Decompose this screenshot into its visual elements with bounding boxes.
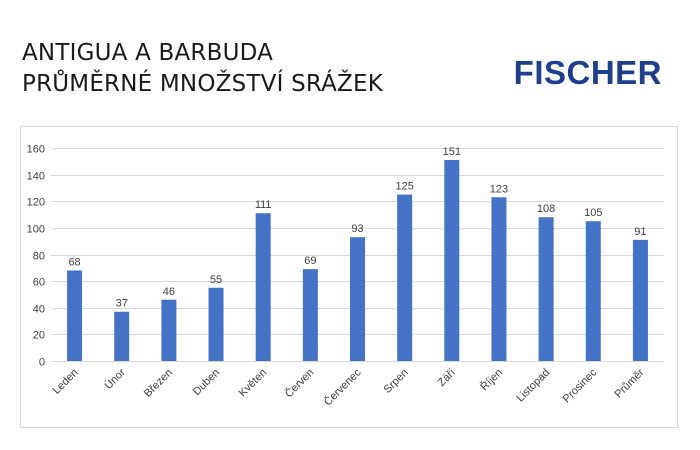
y-tick-label: 140 xyxy=(27,171,45,183)
x-tick-label: Říjen xyxy=(478,366,505,393)
y-tick-label: 120 xyxy=(27,197,45,209)
bar xyxy=(491,197,507,361)
x-tick-label: Leden xyxy=(51,367,81,397)
x-tick-label: Únor xyxy=(102,366,128,392)
data-label: 151 xyxy=(443,146,461,158)
data-label: 69 xyxy=(304,255,316,267)
x-tick-label: Duben xyxy=(191,367,222,398)
bar-chart: 0 20 40 60 80 100 120 140 160 68 Leden 37 Únor 46 Břez… xyxy=(27,144,664,409)
data-label: 91 xyxy=(634,226,646,238)
x-tick-label: Červen xyxy=(282,366,316,400)
y-tick-label: 0 xyxy=(39,357,45,369)
x-tick-label: Květen xyxy=(237,367,270,400)
bar xyxy=(538,217,554,361)
x-tick-label: Prosinec xyxy=(561,366,600,405)
y-tick-label: 100 xyxy=(27,224,45,236)
bar xyxy=(161,299,177,361)
bar xyxy=(114,311,130,361)
bar xyxy=(255,213,271,361)
y-tick-label: 20 xyxy=(33,330,45,342)
x-tick-label: Průměr xyxy=(613,366,647,400)
x-tick-label: Listopad xyxy=(514,367,552,405)
title-line-1: ANTIGUA A BARBUDA xyxy=(22,40,274,66)
y-tick-label: 160 xyxy=(27,144,45,156)
x-tick-label: Září xyxy=(436,367,458,389)
data-label: 37 xyxy=(116,298,128,310)
bar xyxy=(585,221,601,361)
x-tick-label: Srpen xyxy=(382,367,411,396)
data-label: 111 xyxy=(255,199,272,211)
bar xyxy=(350,237,365,361)
data-label: 108 xyxy=(537,203,555,215)
data-label: 93 xyxy=(351,223,363,235)
data-label: 123 xyxy=(490,183,508,195)
y-tick-label: 60 xyxy=(33,277,45,289)
x-tick-label: Červenec xyxy=(321,366,364,409)
y-tick-label: 40 xyxy=(33,304,45,316)
data-label: 105 xyxy=(584,207,602,219)
data-label: 125 xyxy=(395,181,413,193)
x-tick-label: Březen xyxy=(142,367,175,400)
data-label: 46 xyxy=(163,286,175,298)
y-tick-label: 80 xyxy=(33,251,45,263)
bar xyxy=(632,239,648,361)
bar xyxy=(444,159,460,361)
data-label: 68 xyxy=(68,256,80,268)
bar xyxy=(208,287,224,361)
bar xyxy=(397,194,413,361)
bar xyxy=(302,269,318,361)
bar xyxy=(67,270,83,361)
brand-logo: FISCHER xyxy=(513,54,662,91)
data-label: 55 xyxy=(210,274,222,286)
chart-area: 0 20 40 60 80 100 120 140 160 68 Leden 37 Únor 46 Břez… xyxy=(20,126,678,428)
chart-title: ANTIGUA A BARBUDA PRŮMĚRNÉ MNOŽSTVÍ SRÁŽ… xyxy=(22,38,383,100)
title-line-2: PRŮMĚRNÉ MNOŽSTVÍ SRÁŽEK xyxy=(22,71,384,97)
